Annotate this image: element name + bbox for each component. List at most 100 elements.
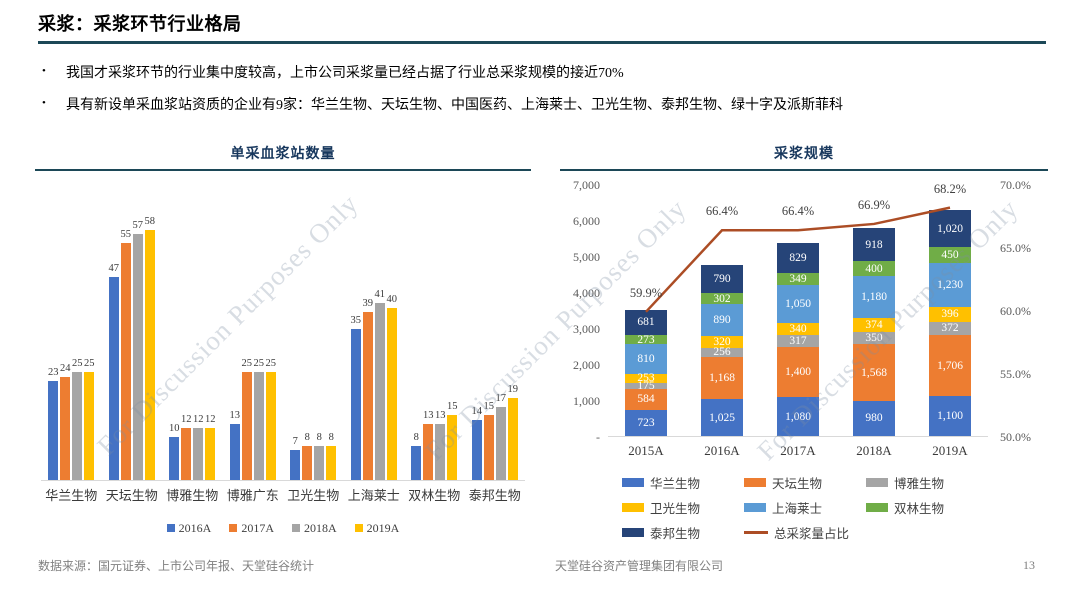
legend-swatch-icon: [229, 523, 238, 532]
segment-value-label: 1,180: [861, 291, 887, 304]
legend-swatch-icon: [622, 478, 644, 487]
bar-value-label: 8: [413, 432, 419, 443]
bar-group-cell: 35 39 41 40: [344, 215, 405, 480]
page-title: 采浆：采浆环节行业格局: [38, 14, 242, 34]
line-point-label: 59.9%: [629, 286, 663, 301]
bar-value-label: 12: [205, 414, 216, 425]
bar-value-label: 25: [241, 358, 253, 369]
segment-value-label: 1,706: [937, 359, 963, 372]
bar-value-label: 35: [350, 315, 362, 326]
legend-label: 华兰生物: [650, 477, 701, 491]
chart-title-underline: [560, 169, 1048, 171]
bar-value-label: 7: [292, 436, 298, 447]
category-label: 华兰生物: [45, 488, 98, 503]
segment-value-label: 340: [789, 323, 807, 336]
bar-2019A: 58: [145, 216, 155, 480]
bar-value-label: 14: [471, 406, 483, 417]
bullet-text-2: 具有新设单采血浆站资质的企业有9家：华兰生物、天坛生物、中国医药、上海莱士、卫光…: [66, 98, 843, 113]
segment-value-label: 1,168: [709, 372, 735, 385]
bar-value-label: 8: [316, 432, 322, 443]
bar-value-label: 15: [483, 401, 495, 412]
bar-value-label: 25: [84, 358, 95, 369]
segment-泰邦生物: 918: [853, 228, 895, 262]
stacked-bar-2018A: 980 1,568 350 374 1,180 400 918: [853, 228, 895, 436]
bar-group-cell: 47 55 57 58: [102, 215, 163, 480]
segment-上海莱士: 810: [625, 344, 667, 374]
bar-2018A: 41: [375, 289, 385, 480]
bar-2018A: 25: [254, 358, 264, 480]
legend-item-天坛生物: 天坛生物: [744, 473, 866, 492]
right-axis-tick: 70.0%: [1000, 178, 1031, 192]
bar-value-label: 57: [132, 220, 144, 231]
left-axis-tick: 4,000: [573, 286, 600, 300]
segment-双林生物: 302: [701, 293, 743, 305]
segment-泰邦生物: 1,020: [929, 210, 971, 247]
left-axis-tick: 2,000: [573, 358, 600, 372]
legend-item-泰邦生物: 泰邦生物: [622, 523, 744, 542]
segment-上海莱士: 1,180: [853, 275, 895, 319]
bar-group-泰邦生物: 14 15 17 19: [472, 384, 518, 480]
segment-博雅生物: 350: [853, 331, 895, 345]
stacked-bar-2017A: 1,080 1,400 317 340 1,050 349 829: [777, 242, 819, 436]
legend-label: 2016A: [178, 521, 212, 535]
legend-swatch-icon: [292, 523, 300, 532]
bar-2016A: 8: [411, 432, 422, 480]
bar-group-cell: 23 24 25 25: [41, 215, 102, 480]
segment-卫光生物: 396: [929, 307, 971, 322]
x-axis-label: 2015A: [628, 443, 664, 458]
bar-2017A: 15: [484, 401, 494, 480]
legend-label: 上海莱士: [772, 502, 823, 516]
scale-legend: 华兰生物 天坛生物 博雅生物 卫光生物 上海莱士 双林生物 泰邦生物 总采浆量占比: [622, 473, 988, 542]
segment-value-label: 273: [637, 333, 655, 346]
legend-label: 2018A: [304, 521, 337, 535]
segment-上海莱士: 890: [701, 304, 743, 337]
right-axis-tick: 55.0%: [1000, 367, 1031, 381]
line-point-label: 66.4%: [781, 204, 815, 219]
bar-value-label: 13: [423, 410, 434, 421]
left-axis-tick: 3,000: [573, 322, 600, 336]
bar-2016A: 10: [169, 423, 180, 480]
bar-value-label: 12: [193, 414, 204, 425]
bar-value-label: 39: [362, 298, 374, 309]
bar-2018A: 8: [314, 432, 325, 480]
left-axis-tick: 6,000: [573, 214, 600, 228]
legend-line-icon: [744, 531, 768, 534]
scale-left-axis: 7,000 6,000 5,000 4,000 3,000 2,000 1,000 -: [560, 178, 604, 444]
segment-value-label: 890: [713, 314, 731, 327]
segment-卫光生物: 374: [853, 318, 895, 332]
total-share-line: [645, 206, 951, 313]
stations-category-axis: 华兰生物 天坛生物 博雅生物 博雅广东 卫光生物 上海莱士 双林生物 泰邦生物: [41, 485, 525, 504]
stacked-bar-2016A: 1,025 1,168 256 320 890 302 790: [701, 265, 743, 436]
segment-华兰生物: 1,025: [701, 399, 743, 436]
legend-item-卫光生物: 卫光生物: [622, 498, 744, 517]
category-label: 卫光生物: [287, 488, 340, 503]
segment-value-label: 350: [865, 332, 883, 344]
stacked-bar-2019A: 1,100 1,706 372 396 1,230 450 1,020: [929, 210, 971, 436]
chart-plasma-scale: 采浆规模 7,000 6,000 5,000 4,000 3,000 2,000 1,000…: [560, 143, 1048, 553]
bar-2018A: 12: [193, 414, 204, 480]
category-label: 泰邦生物: [468, 488, 521, 503]
bar-value-label: 40: [386, 294, 398, 305]
legend-label: 泰邦生物: [650, 527, 701, 541]
segment-华兰生物: 723: [625, 409, 667, 436]
bar-value-label: 8: [304, 432, 310, 443]
segment-value-label: 790: [713, 273, 731, 286]
category-label: 博雅广东: [226, 488, 279, 503]
bar-2016A: 47: [109, 263, 119, 480]
legend-label: 2017A: [241, 521, 274, 535]
bar-2016A: 14: [472, 406, 482, 480]
bar-group-cell: 14 15 17 19: [465, 215, 526, 480]
chart-title-stations: 单采血浆站数量: [230, 147, 336, 162]
bar-2016A: 23: [48, 367, 59, 480]
bar-group-博雅生物: 10 12 12 12: [169, 414, 216, 480]
bar-2017A: 24: [60, 363, 71, 480]
bar-2017A: 25: [242, 358, 252, 480]
bar-group-cell: 13 25 25 25: [223, 215, 284, 480]
bar-value-label: 25: [253, 358, 265, 369]
segment-value-label: 349: [789, 273, 807, 286]
x-axis-label: 2016A: [704, 443, 740, 458]
segment-value-label: 374: [865, 318, 883, 331]
segment-泰邦生物: 681: [625, 310, 667, 335]
bar-2016A: 35: [351, 315, 361, 480]
bar-2019A: 12: [205, 414, 216, 480]
